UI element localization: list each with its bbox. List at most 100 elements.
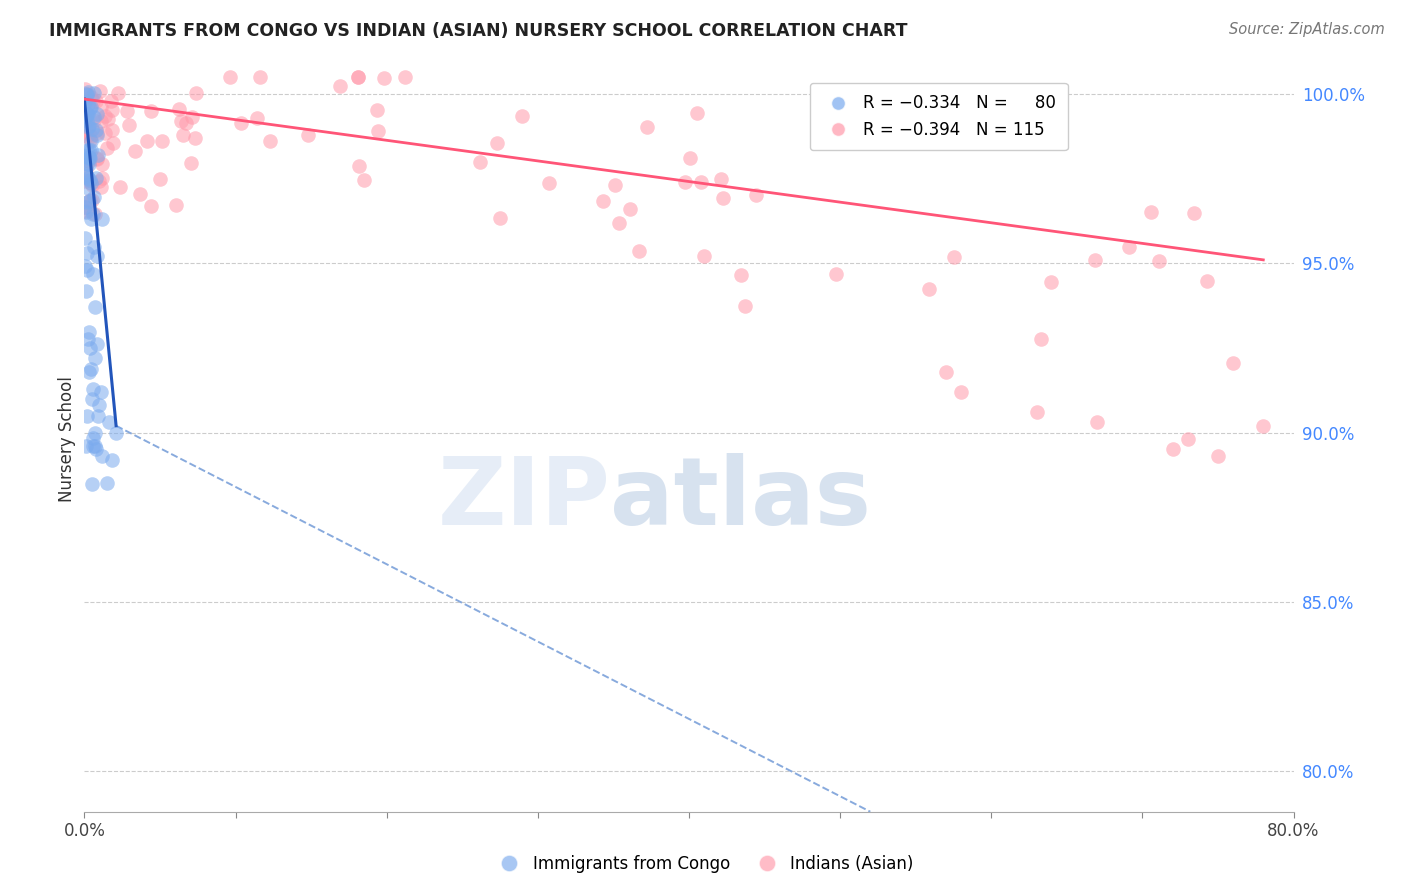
Point	[679, 151, 702, 165]
Point	[470, 154, 492, 169]
Point	[76, 87, 98, 102]
Point	[1118, 240, 1140, 254]
Point	[80, 100, 103, 114]
Point	[80, 122, 103, 136]
Point	[100, 452, 122, 467]
Point	[75, 439, 97, 453]
Point	[75, 200, 97, 214]
Point	[689, 175, 711, 189]
Point	[77, 194, 100, 209]
Point	[76, 120, 98, 135]
Point	[82, 95, 104, 109]
Point	[91, 156, 114, 170]
Point	[710, 171, 733, 186]
Point	[87, 148, 110, 162]
Y-axis label: Nursery School: Nursery School	[58, 376, 76, 502]
Point	[89, 84, 111, 98]
Point	[135, 134, 157, 148]
Point	[91, 449, 114, 463]
Point	[693, 249, 716, 263]
Point	[373, 71, 395, 86]
Point	[488, 211, 510, 225]
Point	[347, 159, 370, 173]
Point	[73, 81, 96, 95]
Point	[165, 198, 187, 212]
Point	[1147, 253, 1170, 268]
Point	[84, 123, 107, 137]
Point	[75, 110, 97, 124]
Point	[77, 153, 100, 168]
Point	[174, 116, 197, 130]
Point	[76, 85, 98, 99]
Point	[83, 112, 105, 127]
Point	[619, 202, 641, 217]
Point	[83, 240, 105, 254]
Point	[82, 207, 104, 221]
Point	[1161, 442, 1184, 457]
Point	[90, 114, 112, 128]
Point	[353, 173, 375, 187]
Point	[538, 176, 561, 190]
Point	[149, 171, 172, 186]
Legend: Immigrants from Congo, Indians (Asian): Immigrants from Congo, Indians (Asian)	[486, 848, 920, 880]
Point	[1206, 449, 1229, 463]
Point	[105, 425, 128, 440]
Point	[80, 129, 103, 144]
Point	[77, 127, 100, 141]
Point	[90, 384, 112, 399]
Point	[394, 70, 416, 84]
Point	[183, 131, 205, 145]
Point	[124, 145, 146, 159]
Point	[108, 179, 131, 194]
Point	[75, 285, 97, 299]
Point	[86, 152, 108, 166]
Point	[86, 336, 108, 351]
Point	[76, 88, 98, 103]
Legend: R = −0.334   N =   80, R = −0.394   N = 115: R = −0.334 N = 80, R = −0.394 N = 115	[810, 83, 1067, 151]
Point	[83, 300, 105, 314]
Point	[77, 157, 100, 171]
Point	[115, 104, 138, 119]
Point	[76, 194, 98, 209]
Point	[366, 103, 388, 117]
Point	[943, 250, 966, 264]
Point	[76, 262, 98, 277]
Point	[80, 176, 103, 190]
Point	[950, 384, 973, 399]
Point	[141, 104, 163, 119]
Point	[86, 249, 108, 263]
Point	[86, 442, 108, 457]
Point	[76, 169, 98, 184]
Point	[1182, 205, 1205, 219]
Point	[79, 172, 101, 186]
Point	[75, 205, 97, 219]
Point	[75, 121, 97, 136]
Point	[86, 151, 108, 165]
Point	[172, 128, 194, 143]
Point	[170, 114, 193, 128]
Point	[219, 70, 242, 84]
Point	[94, 109, 117, 123]
Point	[673, 175, 696, 189]
Point	[80, 477, 103, 491]
Point	[686, 106, 709, 120]
Text: atlas: atlas	[610, 453, 872, 545]
Point	[79, 150, 101, 164]
Point	[79, 193, 101, 207]
Point	[82, 439, 104, 453]
Point	[76, 157, 98, 171]
Point	[87, 409, 110, 423]
Point	[139, 199, 162, 213]
Point	[77, 332, 100, 346]
Point	[83, 86, 105, 100]
Point	[73, 204, 96, 219]
Point	[80, 392, 103, 406]
Point	[129, 187, 152, 202]
Point	[150, 134, 173, 148]
Point	[1222, 356, 1244, 370]
Point	[83, 190, 105, 204]
Point	[1140, 205, 1163, 219]
Point	[101, 103, 124, 117]
Text: ZIP: ZIP	[437, 453, 610, 545]
Point	[83, 110, 105, 124]
